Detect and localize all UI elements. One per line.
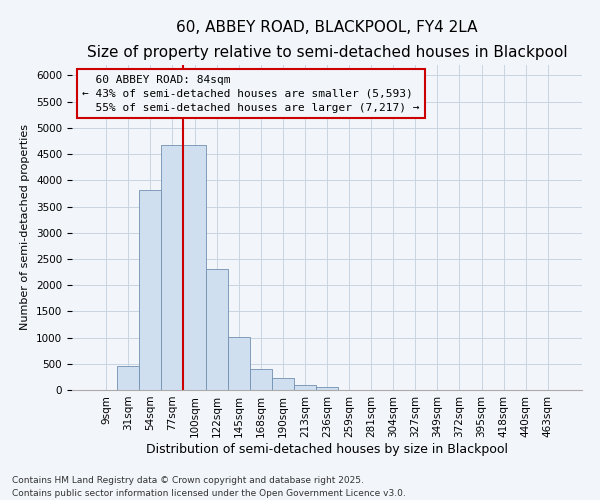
Title: 60, ABBEY ROAD, BLACKPOOL, FY4 2LA
Size of property relative to semi-detached ho: 60, ABBEY ROAD, BLACKPOOL, FY4 2LA Size … (86, 20, 568, 59)
Bar (316, 386, 338, 390)
Text: 60 ABBEY ROAD: 84sqm
← 43% of semi-detached houses are smaller (5,593)
  55% of : 60 ABBEY ROAD: 84sqm ← 43% of semi-detac… (82, 74, 420, 113)
Text: Contains HM Land Registry data © Crown copyright and database right 2025.
Contai: Contains HM Land Registry data © Crown c… (12, 476, 406, 498)
Bar (139, 190, 161, 390)
X-axis label: Distribution of semi-detached houses by size in Blackpool: Distribution of semi-detached houses by … (146, 442, 508, 456)
Bar (206, 270, 227, 390)
Bar (117, 366, 139, 390)
Bar (272, 378, 294, 390)
Bar (161, 144, 184, 390)
Y-axis label: Number of semi-detached properties: Number of semi-detached properties (20, 124, 31, 330)
Bar (184, 144, 206, 390)
Bar (250, 368, 272, 390)
Bar (294, 386, 316, 390)
Bar (227, 337, 250, 390)
